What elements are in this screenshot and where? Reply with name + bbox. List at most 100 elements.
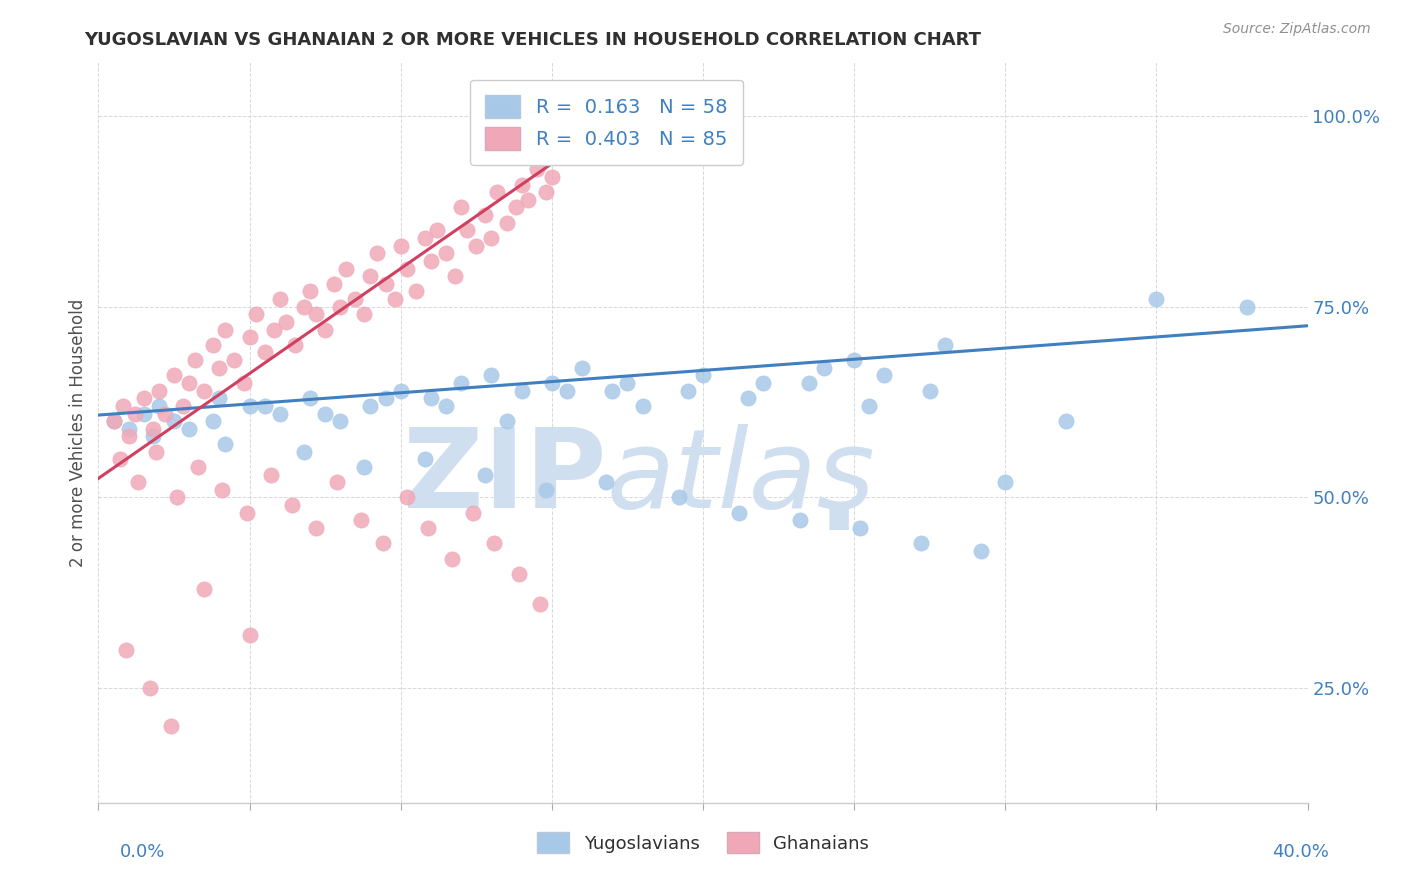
Point <box>360 269 382 284</box>
Point <box>495 414 517 428</box>
Point <box>211 483 233 497</box>
Point <box>463 506 485 520</box>
Y-axis label: 2 or more Vehicles in Household: 2 or more Vehicles in Household <box>69 299 87 566</box>
Point <box>142 422 165 436</box>
Point <box>858 399 880 413</box>
Point <box>132 391 155 405</box>
Point <box>395 261 418 276</box>
Point <box>281 498 304 512</box>
Point <box>374 277 396 291</box>
Text: YUGOSLAVIAN VS GHANAIAN 2 OR MORE VEHICLES IN HOUSEHOLD CORRELATION CHART: YUGOSLAVIAN VS GHANAIAN 2 OR MORE VEHICL… <box>84 31 981 49</box>
Point <box>441 551 464 566</box>
Point <box>235 506 257 520</box>
Point <box>481 368 503 383</box>
Point <box>269 292 291 306</box>
Point <box>224 353 246 368</box>
Point <box>465 238 488 252</box>
Point <box>202 338 225 352</box>
Point <box>239 399 262 413</box>
Point <box>510 384 533 398</box>
Point <box>193 384 215 398</box>
Text: 0.0%: 0.0% <box>120 843 165 861</box>
Point <box>389 384 412 398</box>
Point <box>163 414 186 428</box>
Point <box>145 444 167 458</box>
Point <box>263 322 285 336</box>
Point <box>214 437 236 451</box>
Legend: Yugoslavians, Ghanaians: Yugoslavians, Ghanaians <box>530 825 876 861</box>
Point <box>292 300 315 314</box>
Point <box>540 376 562 390</box>
Point <box>555 384 578 398</box>
Point <box>844 353 866 368</box>
Point <box>139 681 162 696</box>
Point <box>232 376 254 390</box>
Point <box>132 407 155 421</box>
Point <box>420 391 443 405</box>
Point <box>547 147 569 161</box>
Point <box>728 506 751 520</box>
Point <box>450 376 472 390</box>
Point <box>118 422 141 436</box>
Point <box>395 491 418 505</box>
Point <box>602 384 624 398</box>
Point <box>918 384 941 398</box>
Point <box>426 223 449 237</box>
Point <box>253 345 276 359</box>
Point <box>752 376 775 390</box>
Point <box>934 338 956 352</box>
Point <box>444 269 467 284</box>
Point <box>245 307 267 321</box>
Point <box>668 491 690 505</box>
Point <box>314 407 336 421</box>
Point <box>214 322 236 336</box>
Point <box>481 231 503 245</box>
Point <box>416 521 439 535</box>
Point <box>374 391 396 405</box>
Point <box>208 360 231 375</box>
Point <box>405 285 427 299</box>
Point <box>910 536 932 550</box>
Text: 40.0%: 40.0% <box>1272 843 1329 861</box>
Point <box>326 475 349 490</box>
Point <box>163 368 186 383</box>
Point <box>353 307 375 321</box>
Point <box>994 475 1017 490</box>
Point <box>114 643 136 657</box>
Point <box>305 521 328 535</box>
Point <box>142 429 165 443</box>
Point <box>1236 300 1258 314</box>
Point <box>366 246 388 260</box>
Point <box>208 391 231 405</box>
Point <box>456 223 478 237</box>
Point <box>540 169 562 184</box>
Point <box>179 376 201 390</box>
Point <box>127 475 149 490</box>
Point <box>484 536 506 550</box>
Point <box>360 399 382 413</box>
Point <box>274 315 297 329</box>
Point <box>284 338 307 352</box>
Point <box>692 368 714 383</box>
Point <box>413 452 436 467</box>
Text: .: . <box>818 446 860 553</box>
Point <box>108 452 131 467</box>
Point <box>124 407 146 421</box>
Point <box>526 162 548 177</box>
Point <box>193 582 215 596</box>
Point <box>505 201 527 215</box>
Point <box>737 391 759 405</box>
Point <box>534 185 557 199</box>
Point <box>353 460 375 475</box>
Point <box>153 407 176 421</box>
Point <box>269 407 291 421</box>
Point <box>797 376 820 390</box>
Point <box>118 429 141 443</box>
Point <box>148 399 170 413</box>
Point <box>813 360 835 375</box>
Point <box>789 513 811 527</box>
Point <box>510 178 533 192</box>
Point <box>103 414 125 428</box>
Point <box>413 231 436 245</box>
Point <box>187 460 209 475</box>
